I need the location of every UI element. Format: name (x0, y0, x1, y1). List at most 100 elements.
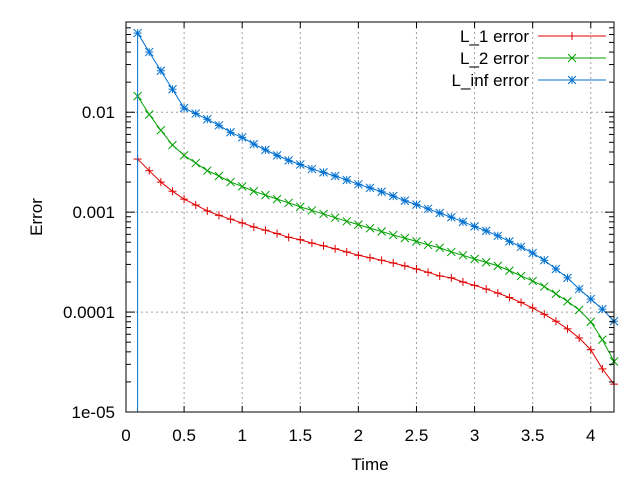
data-point (261, 190, 270, 200)
data-point (295, 202, 305, 212)
data-point (574, 305, 584, 315)
data-point (191, 200, 200, 209)
data-point (447, 273, 456, 282)
data-point (307, 206, 317, 215)
data-point (517, 298, 526, 307)
data-point (516, 271, 526, 281)
data-point (366, 253, 374, 262)
data-point (551, 317, 560, 326)
data-point (226, 177, 235, 187)
data-point (505, 237, 514, 246)
data-point (144, 110, 154, 119)
data-point (377, 256, 386, 265)
data-point (505, 266, 514, 275)
data-point (272, 151, 282, 160)
x-tick-label: 3.5 (521, 426, 545, 445)
data-point (400, 233, 410, 243)
data-point (331, 244, 340, 253)
x-tick-label: 1.5 (288, 426, 312, 445)
data-point (203, 206, 212, 215)
data-point (505, 293, 514, 302)
data-point (435, 243, 445, 253)
data-point (598, 335, 607, 344)
data-point (563, 297, 572, 306)
data-point (446, 212, 456, 222)
data-point (412, 200, 421, 209)
data-point (238, 218, 247, 227)
data-point (296, 235, 305, 244)
data-point (226, 215, 235, 224)
legend: L_1 error L_2 error L_inf error (452, 27, 606, 90)
data-point (214, 171, 224, 181)
data-point (516, 242, 526, 252)
data-point (307, 239, 316, 248)
legend-marker (567, 75, 577, 85)
data-point (540, 310, 549, 319)
x-tick-label: 4 (586, 426, 595, 445)
series-line-3 (137, 32, 615, 322)
y-tick-label: 1e-05 (72, 403, 115, 422)
data-point (319, 168, 328, 177)
data-point (180, 195, 189, 204)
data-point (330, 213, 340, 223)
data-point (388, 230, 398, 240)
data-point (493, 231, 503, 241)
data-point (168, 187, 177, 196)
data-point (144, 47, 154, 57)
data-point (249, 223, 258, 232)
data-point (237, 133, 247, 142)
data-point (284, 155, 294, 165)
data-point (528, 276, 538, 286)
data-point (226, 127, 235, 137)
legend-label: L_1 error (460, 27, 529, 46)
x-tick-label: 3 (470, 426, 479, 445)
data-point (202, 166, 212, 176)
legend-label: L_2 error (460, 49, 529, 68)
data-point (191, 158, 201, 168)
data-point (470, 222, 479, 231)
data-point (191, 109, 201, 118)
data-point (295, 160, 305, 169)
data-point (272, 194, 282, 204)
data-point (145, 166, 154, 175)
data-point (354, 251, 363, 260)
data-point (389, 258, 398, 267)
axis-ticks: 0 0.5 1 1.5 2 2.5 3 3.5 4 1e-05 0.0001 0.001 0.01 (63, 22, 614, 445)
data-point (481, 226, 491, 236)
data-point (249, 186, 259, 196)
data-point (400, 196, 410, 206)
y-tick-label: 0.001 (72, 203, 115, 222)
data-point (458, 250, 468, 260)
data-point (284, 233, 293, 242)
x-tick-label: 0.5 (172, 426, 196, 445)
data-point (202, 114, 212, 124)
data-point (482, 285, 491, 294)
x-tick-label: 0 (121, 426, 130, 445)
x-tick-label: 2.5 (405, 426, 429, 445)
data-point (551, 264, 561, 274)
data-point (156, 178, 165, 187)
data-point (551, 289, 561, 299)
x-tick-label: 1 (237, 426, 246, 445)
y-axis-label: Error (27, 198, 46, 236)
data-point (319, 241, 328, 250)
data-point (575, 334, 584, 343)
data-point (528, 248, 538, 258)
legend-marker (567, 53, 577, 63)
data-point (365, 183, 375, 193)
data-point (388, 191, 398, 201)
y-tick-label: 0.01 (82, 103, 115, 122)
data-point (412, 264, 421, 273)
data-point (493, 289, 502, 298)
data-point (179, 103, 189, 113)
data-point (400, 261, 409, 270)
data-point (424, 268, 433, 277)
data-point (214, 120, 224, 130)
data-point (528, 303, 537, 312)
data-point (365, 223, 375, 233)
data-point (330, 171, 340, 181)
data-point (598, 364, 607, 373)
data-point (586, 317, 596, 327)
data-point (481, 257, 491, 267)
legend-label: L_inf error (452, 71, 530, 90)
